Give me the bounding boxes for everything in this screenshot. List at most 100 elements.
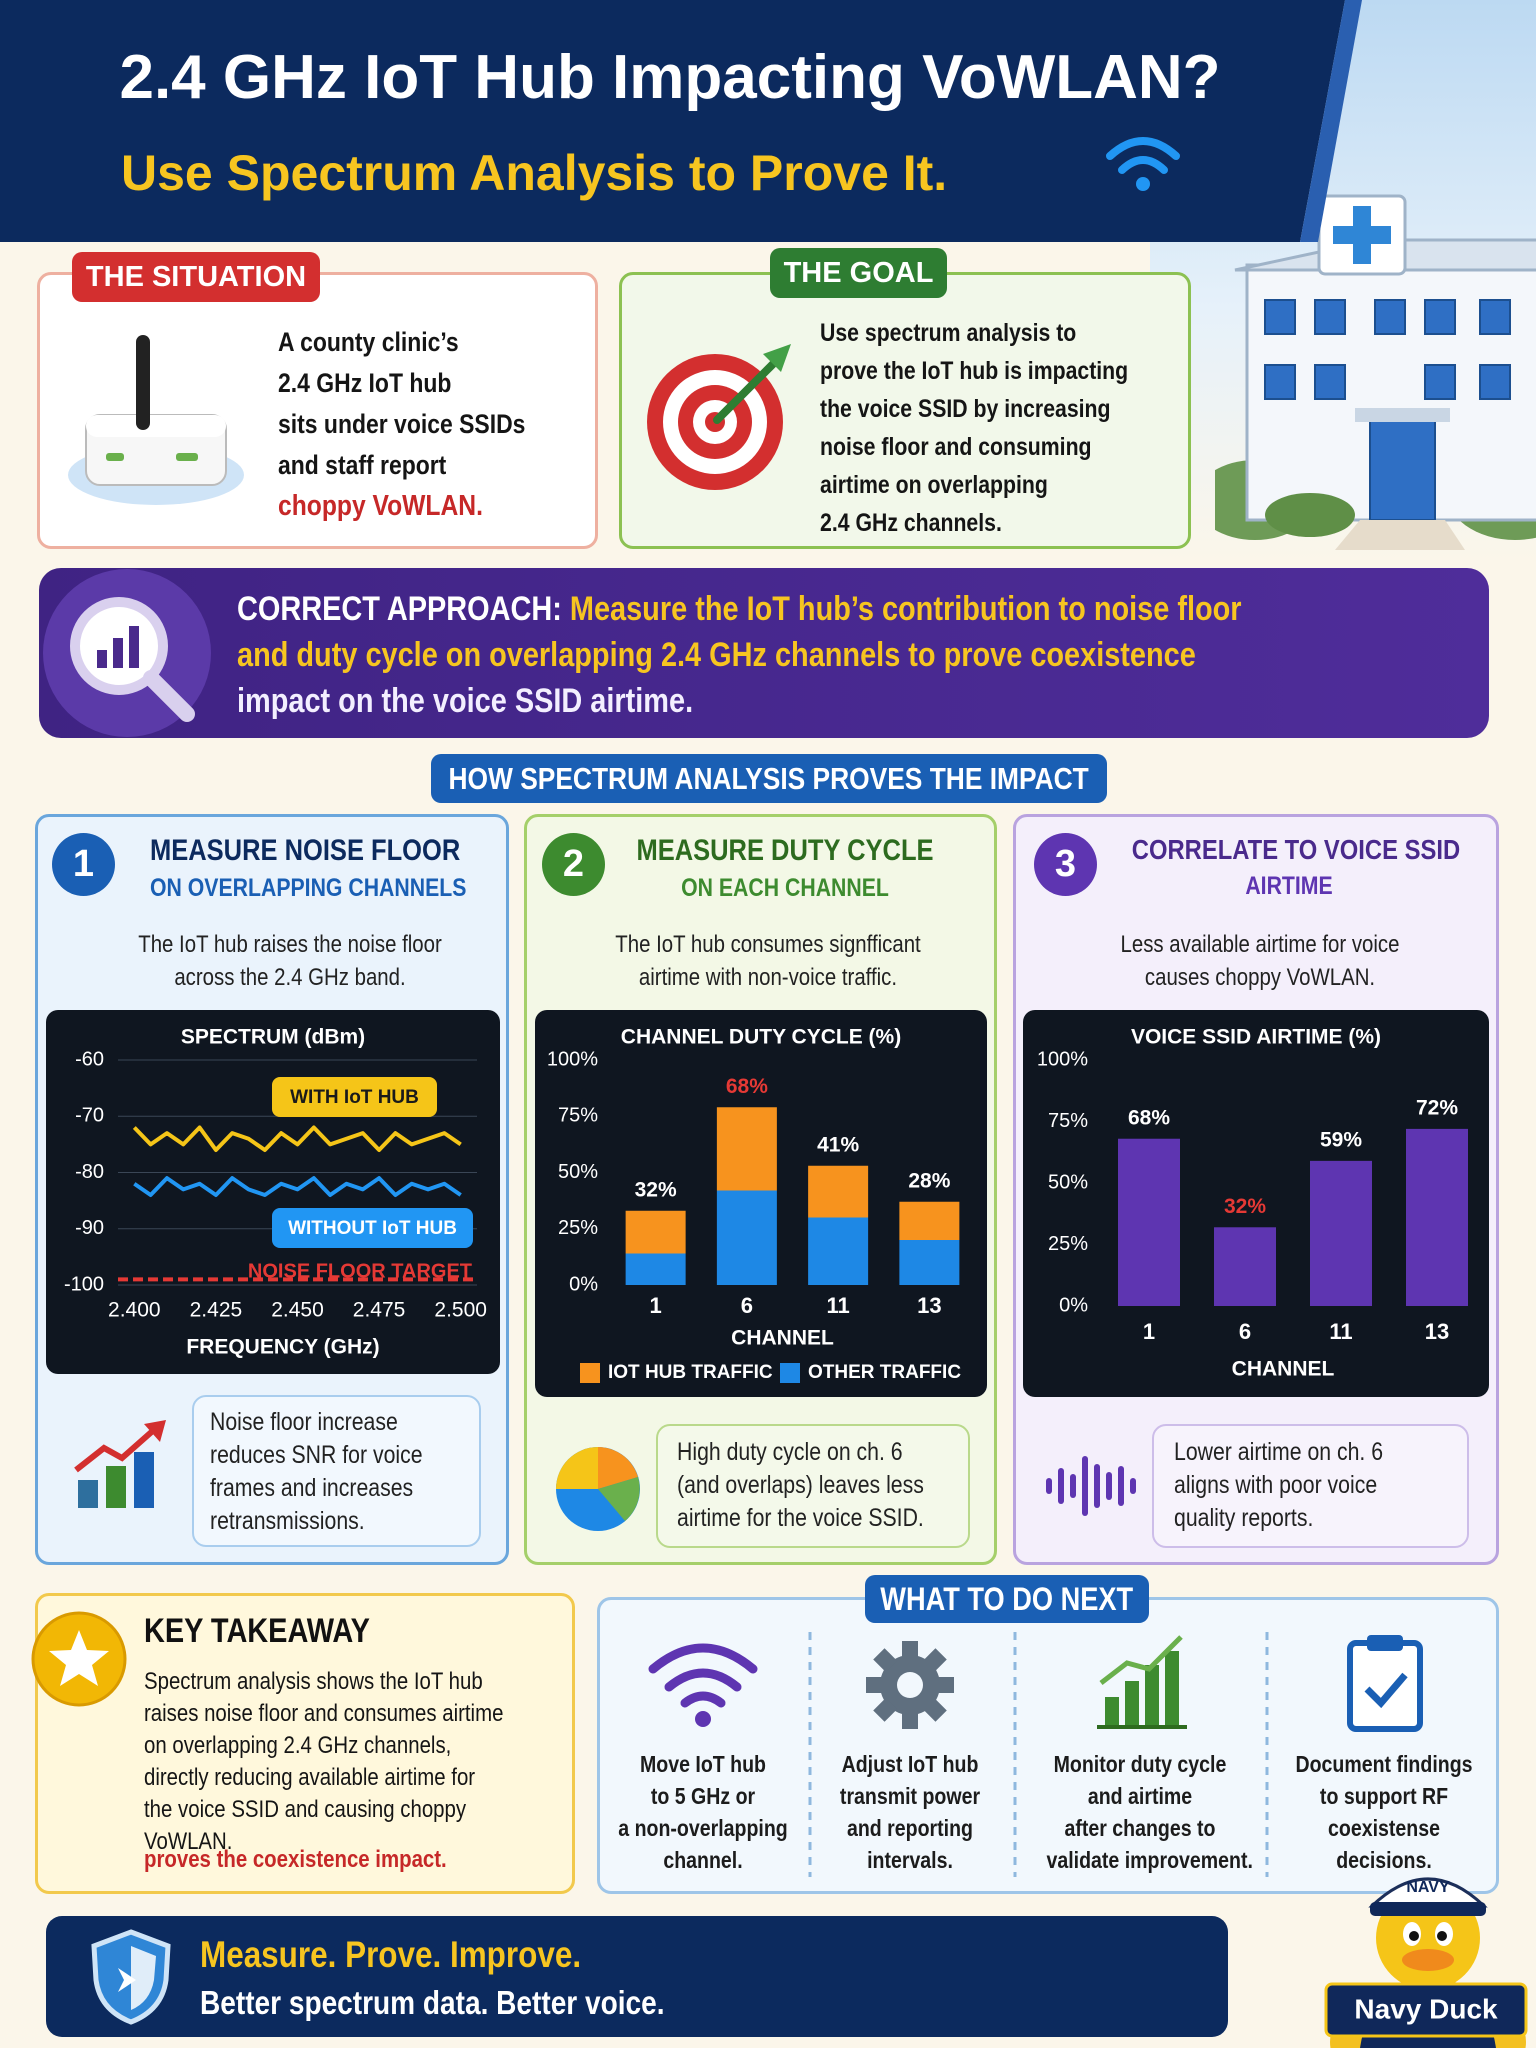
text-line: and reporting [846, 1815, 973, 1841]
x-tick-label: 2.400 [108, 1299, 161, 1322]
step-description-lines: The IoT hub consumes signfficant airtime … [573, 928, 964, 994]
next-item-text: Monitor duty cycle and airtime after chang… [1047, 1748, 1253, 1876]
airtime-chart: VOICE SSID AIRTIME (%) 0% 25% 50% 75% 100% 1 68… [1037, 1026, 1468, 1381]
situation-text: A county clinic’s 2.4 GHz IoT hub sits und… [278, 322, 525, 486]
text-line: channel. [663, 1847, 743, 1873]
bar-segment [808, 1217, 869, 1285]
step-description: The IoT hub raises the noise floor across… [60, 928, 520, 994]
router-icon [68, 335, 244, 505]
text-line: decisions. [1336, 1847, 1432, 1873]
y-tick-label: -60 [75, 1048, 104, 1070]
text-line: to 5 GHz or [650, 1783, 756, 1809]
y-tick-label: 0% [1059, 1294, 1088, 1316]
total-label: 68% [726, 1075, 768, 1098]
chart-panel: CHANNEL DUTY CYCLE (%) 0% 25% 50% 75% 100% 1 32… [535, 1010, 987, 1397]
text-line: noise floor and consuming [820, 433, 1092, 461]
legend-swatch [580, 1363, 600, 1383]
y-tick-label: 75% [558, 1105, 598, 1127]
series-line [132, 1125, 462, 1152]
text-line: raises noise floor and consumes airtime [144, 1700, 504, 1727]
takeaway-text: Spectrum analysis shows the IoT hub raise… [144, 1666, 503, 1858]
step-heading: MEASURE NOISE FLOOR ON OVERLAPPING CHANN… [123, 834, 483, 903]
x-axis-label: CHANNEL [731, 1327, 834, 1350]
series-line [133, 1176, 462, 1197]
wifi-icon [1106, 137, 1180, 191]
x-tick-label: 2.450 [271, 1299, 324, 1322]
x-tick-label: 11 [826, 1293, 849, 1318]
next-item: Document findings to support RF coexistens… [1274, 1748, 1494, 1876]
takeaway-title: KEY TAKEAWAY [144, 1612, 370, 1650]
y-tick-label: 50% [1048, 1171, 1088, 1193]
x-tick-label: 2.425 [190, 1299, 243, 1322]
cap-label: NAVY [1406, 1879, 1450, 1896]
step-description-lines: The IoT hub raises the noise floor across… [95, 928, 486, 994]
target-label: NOISE FLOOR TARGET [248, 1261, 472, 1283]
shield-icon [91, 1929, 171, 2025]
target-icon [647, 344, 791, 490]
text-line: Use spectrum analysis to [820, 319, 1077, 347]
text-line: Move IoT hub [640, 1751, 766, 1777]
text-line: retransmissions. [210, 1507, 365, 1535]
spectrum-chart: SPECTRUM (dBm) -60 -70 -80 -90 -100 FREQUENCY … [64, 1026, 487, 1359]
takeaway-card [35, 1593, 575, 1894]
text-line: prove the IoT hub is impacting [820, 357, 1129, 385]
section-title: HOW SPECTRUM ANALYSIS PROVES THE IMPACT [431, 754, 1107, 803]
text-line: sits under voice SSIDs [278, 409, 526, 439]
bar [1310, 1160, 1372, 1306]
step-number: 2 [542, 833, 605, 896]
footer-tagline: Better spectrum data. Better voice. [200, 1984, 665, 2021]
step-description: Less available airtime for voice causes c… [1030, 928, 1490, 994]
value-label: 72% [1416, 1096, 1458, 1119]
text-line: 2.4 GHz IoT hub [278, 368, 452, 398]
approach-line: Measure the IoT hub’s contribution to no… [569, 590, 1242, 628]
next-item-text: Move IoT hub to 5 GHz or a non-overlapping… [610, 1748, 797, 1876]
text-line: to support RF [1319, 1783, 1449, 1809]
text-line: Monitor duty cycle [1053, 1751, 1227, 1777]
step-subtitle: ON EACH CHANNEL [681, 874, 889, 902]
note-text: Lower airtime on ch. 6 aligns with poor v… [1174, 1436, 1383, 1535]
step-number: 3 [1034, 833, 1097, 896]
text-line: Noise floor increase [210, 1408, 398, 1436]
step-title: MEASURE NOISE FLOOR [150, 834, 461, 867]
next-item-text: Document findings to support RF coexistens… [1291, 1748, 1478, 1876]
step-heading: MEASURE DUTY CYCLE ON EACH CHANNEL [605, 834, 965, 903]
y-tick-label: 0% [569, 1273, 598, 1295]
duck-mascot: NAVY Navy Duck [1324, 1877, 1528, 2048]
approach-banner [39, 568, 1489, 738]
section-title-text: HOW SPECTRUM ANALYSIS PROVES THE IMPACT [448, 760, 1090, 796]
legend-label: WITHOUT IoT HUB [288, 1218, 457, 1239]
y-tick-label: 75% [1048, 1110, 1088, 1132]
x-tick-label: 11 [1329, 1319, 1352, 1344]
y-tick-label: 50% [558, 1161, 598, 1183]
x-tick-label: 6 [741, 1293, 753, 1318]
text-line: A county clinic’s [278, 327, 459, 357]
bar-segment [808, 1165, 869, 1218]
situation-highlight: choppy VoWLAN. [278, 490, 483, 522]
next-icons [648, 1632, 1423, 1877]
approach-line: impact on the voice SSID airtime. [237, 682, 694, 720]
x-axis-label: CHANNEL [1232, 1358, 1335, 1381]
next-item-text: Adjust IoT hub transmit power and reportin… [817, 1748, 1004, 1876]
chart-title: CHANNEL DUTY CYCLE (%) [621, 1026, 901, 1049]
text-line: and airtime [1087, 1783, 1193, 1809]
text-line: The IoT hub consumes signfficant [615, 931, 921, 958]
x-tick-label: 1 [1143, 1319, 1155, 1344]
duty-cycle-chart: CHANNEL DUTY CYCLE (%)0%25%50%75%100%132… [547, 1026, 961, 1383]
note-card [656, 1424, 970, 1548]
y-tick-label: -90 [75, 1217, 104, 1239]
step-description: The IoT hub consumes signfficant airtime … [538, 928, 998, 994]
next-title: WHAT TO DO NEXT [865, 1575, 1149, 1623]
approach-line: CORRECT APPROACH: Measure the IoT hub’s … [237, 586, 1242, 632]
step-title: CORRELATE TO VOICE SSID [1131, 834, 1461, 865]
text-line: directly reducing available airtime for [144, 1764, 476, 1791]
takeaway-highlight: proves the coexistence impact. [144, 1846, 447, 1873]
bar-segment [625, 1253, 686, 1285]
text-line: Spectrum analysis shows the IoT hub [144, 1668, 483, 1695]
step-description-lines: Less available airtime for voice causes c… [1065, 928, 1456, 994]
text-line: aligns with poor voice [1174, 1471, 1378, 1499]
text-line: the voice SSID by increasing [820, 395, 1111, 423]
text-line: Adjust IoT hub [841, 1751, 979, 1777]
step-title: MEASURE DUTY CYCLE [636, 834, 934, 867]
total-label: 28% [908, 1169, 950, 1192]
note-text: High duty cycle on ch. 6 (and overlaps) l… [677, 1436, 924, 1535]
